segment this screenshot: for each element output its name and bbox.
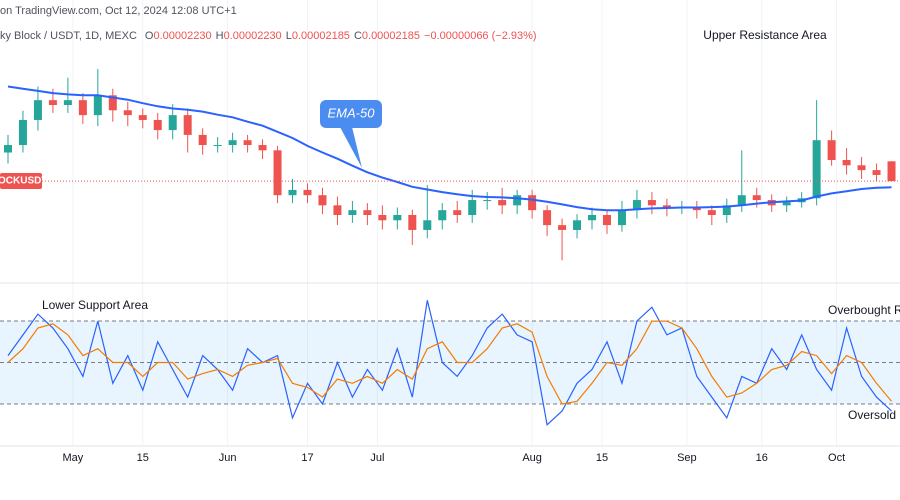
candle-body	[63, 100, 72, 105]
candle-body	[93, 95, 102, 116]
candle-body	[33, 100, 42, 120]
candle-body	[78, 100, 87, 116]
candle-body	[602, 215, 611, 226]
x-tick-label: Aug	[522, 452, 542, 464]
candle-body	[513, 195, 522, 206]
candle-body	[558, 225, 567, 230]
candle-body	[887, 161, 896, 182]
candle-body	[543, 210, 552, 226]
candle-body	[168, 115, 177, 131]
annotation: Lower Support Area	[42, 298, 148, 312]
candle-body	[123, 110, 132, 116]
marks	[3, 68, 900, 426]
callout-pointer	[340, 127, 362, 168]
candle-body	[617, 210, 626, 226]
high-value: 0.00002230	[224, 30, 282, 42]
candle-body	[333, 205, 342, 215]
candle-body	[423, 220, 432, 230]
low-label: L	[286, 30, 292, 42]
candle-body	[273, 150, 282, 196]
candle-body	[18, 119, 27, 146]
candle-body	[782, 202, 791, 206]
candle-body	[498, 200, 507, 206]
x-tick-label: Sep	[677, 452, 697, 464]
candle-body	[632, 200, 641, 211]
candle-body	[318, 195, 327, 206]
callout-box	[320, 100, 382, 128]
x-tick-label: Jul	[370, 452, 384, 464]
candle-body	[468, 200, 477, 215]
candle-body	[48, 100, 57, 105]
ema-line	[7, 85, 892, 212]
annotation: Overbought R	[828, 303, 900, 317]
candle-body	[243, 140, 252, 146]
candle-body	[752, 195, 761, 201]
x-tick-label: 17	[301, 452, 313, 464]
candle-body	[183, 115, 192, 135]
price-tag-box	[0, 173, 42, 189]
oscillator-background	[0, 320, 900, 405]
header-source: on TradingView.com, Oct 12, 2024 12:08 U…	[0, 5, 237, 17]
oscillator-line	[7, 300, 892, 426]
candle-body	[842, 160, 851, 166]
close-label: C	[354, 30, 362, 42]
candle-body	[378, 215, 387, 221]
candle-body	[303, 189, 312, 196]
candle-body	[228, 140, 237, 146]
candle-body	[438, 210, 447, 221]
candle-body	[857, 165, 866, 171]
x-tick-label: 16	[756, 452, 768, 464]
candle-body	[453, 210, 462, 215]
candle-body	[3, 145, 12, 153]
candle-body	[153, 119, 162, 131]
candle-body	[692, 207, 701, 211]
candle-body	[363, 210, 372, 215]
candle-body	[722, 205, 731, 215]
close-value: 0.00002185	[362, 30, 420, 42]
candle-body	[483, 200, 492, 202]
x-tick-label: 15	[137, 452, 149, 464]
x-tick-label: Jun	[219, 452, 237, 464]
annotation: Upper Resistance Area	[703, 28, 827, 42]
candle-body	[827, 140, 836, 160]
x-tick-label: 15	[596, 452, 608, 464]
candle-body	[872, 170, 881, 175]
candle-body	[198, 134, 207, 146]
change-value: −0.00000066 (−2.93%)	[424, 30, 537, 42]
candle-body	[288, 189, 297, 196]
header-legend: ky Block / USDT, 1D, MEXC O0.00002230 H0.0…	[0, 30, 537, 42]
x-tick-label: Oct	[828, 452, 845, 464]
x-tick-label: May	[62, 452, 83, 464]
candle-body	[408, 215, 417, 230]
candle-body	[258, 145, 267, 151]
candle-body	[647, 200, 656, 206]
candle-body	[812, 140, 821, 199]
candle-body	[138, 115, 147, 120]
annotation: Oversold	[848, 408, 896, 422]
candle-body	[588, 215, 597, 221]
candle-body	[348, 210, 357, 215]
open-value: 0.00002230	[153, 30, 211, 42]
candle-body	[737, 195, 746, 206]
oscillator-line	[7, 320, 892, 405]
high-label: H	[216, 30, 224, 42]
low-value: 0.00002185	[292, 30, 350, 42]
candle-body	[108, 95, 117, 111]
open-label: O	[145, 30, 154, 42]
candle-body	[528, 195, 537, 211]
candle-body	[213, 145, 222, 147]
price-tag: OCKUSDT	[0, 176, 47, 187]
candle-body	[662, 205, 671, 208]
symbol: ky Block / USDT, 1D, MEXC	[0, 30, 137, 42]
ema-callout: EMA-50	[328, 105, 376, 120]
candle-body	[707, 210, 716, 215]
candle-body	[573, 220, 582, 230]
candle-body	[393, 215, 402, 221]
